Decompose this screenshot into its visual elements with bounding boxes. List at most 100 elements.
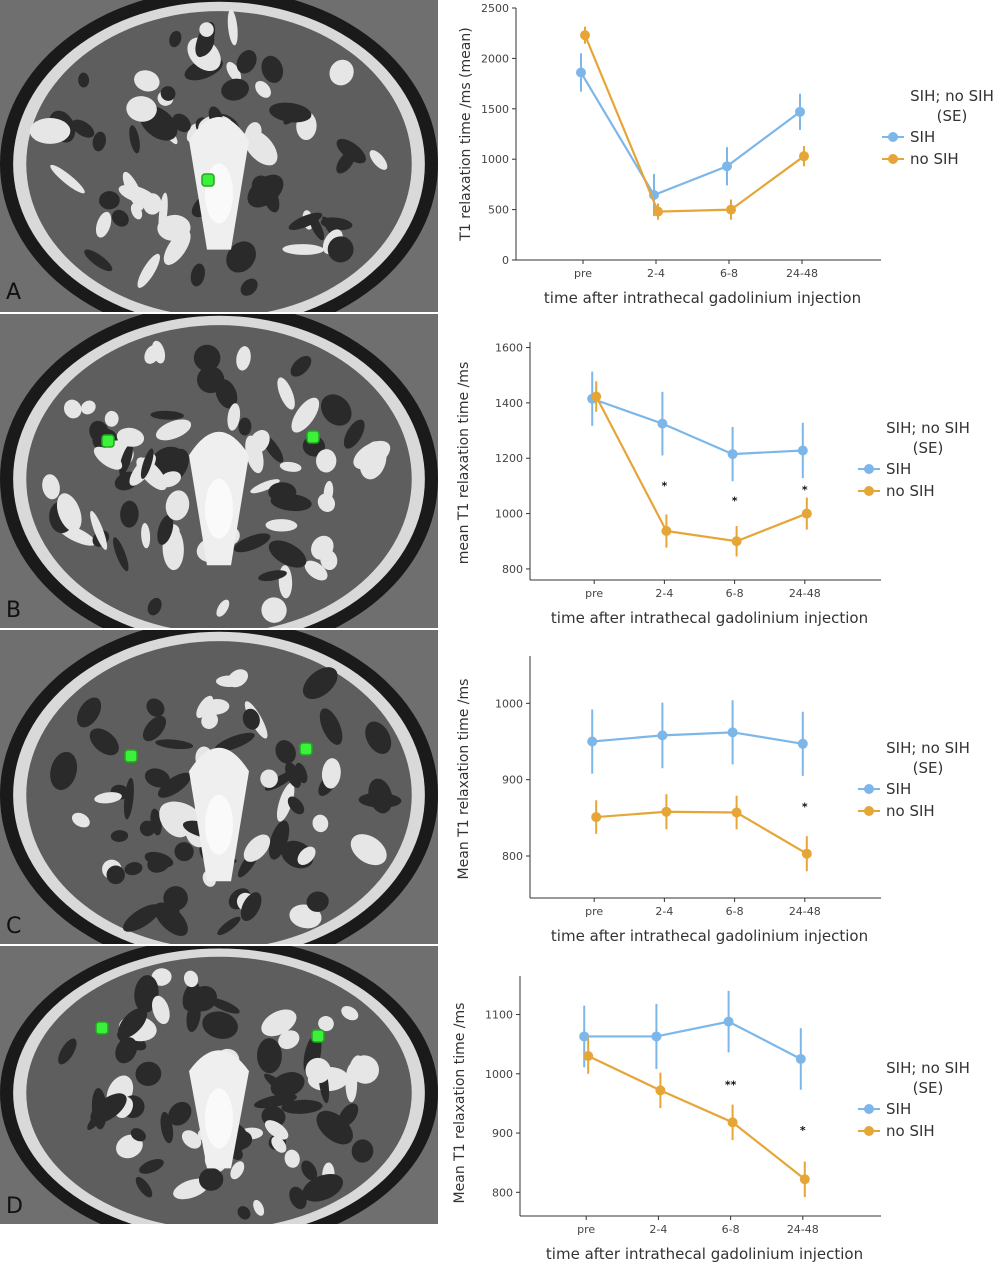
y-tick-label: 1000 (495, 697, 523, 710)
mri-gyrus (95, 211, 112, 238)
mri-gyrus (157, 772, 191, 798)
mri-gyrus (63, 399, 82, 419)
legend-item-no-sih: no SIH (882, 148, 994, 170)
mri-gyrus (155, 419, 192, 441)
data-point-no-sih (583, 1051, 594, 1061)
data-point-sih (579, 1031, 590, 1042)
legend-swatch-sih (882, 131, 904, 143)
y-tick-label: 1500 (481, 103, 509, 116)
mri-gyrus (137, 253, 160, 288)
mri-csf (205, 794, 233, 855)
legend-title: SIH; no SIH (910, 87, 994, 105)
x-axis-label: time after intrathecal gadolinium inject… (551, 927, 868, 945)
mri-gyrus (254, 1093, 297, 1109)
mri-gyrus (236, 346, 251, 371)
mri-gyrus (295, 762, 308, 784)
mri-gyrus (214, 732, 255, 752)
mri-gyrus (291, 397, 320, 433)
mri-gyrus (320, 394, 352, 426)
brain-mri-d (0, 946, 438, 1224)
data-point-sih (722, 161, 732, 172)
legend-item-no-sih: no SIH (858, 800, 994, 822)
y-tick-label: 800 (492, 1186, 513, 1199)
mri-gyrus (199, 22, 214, 37)
x-tick-label: 24-48 (789, 587, 821, 600)
mri-gyrus (304, 560, 328, 581)
mri-gyrus (110, 830, 129, 842)
mri-gyrus (130, 1128, 146, 1142)
legend-subtitle: (SE) (936, 107, 968, 125)
legend-label-sih: SIH (910, 128, 936, 146)
mri-gyrus (165, 490, 190, 521)
mri-gyrus (174, 842, 194, 862)
mri-gyrus (227, 403, 241, 431)
x-axis-label: time after intrathecal gadolinium inject… (551, 609, 868, 627)
y-tick-label: 500 (488, 204, 509, 217)
significance-marker: * (802, 484, 808, 497)
mri-gyrus (320, 217, 353, 231)
y-tick-label: 800 (502, 563, 523, 576)
mri-gyrus (202, 1011, 238, 1039)
mri-gyrus (124, 862, 143, 876)
mri-gyrus (240, 278, 258, 296)
mri-gyrus (261, 1009, 297, 1037)
x-tick-label: 24-48 (789, 905, 821, 918)
mri-gyrus (151, 968, 172, 986)
x-tick-label: 24-48 (786, 267, 818, 280)
chart-b: 800 1000 1200 1400 1600 pre 2-4 6-8 24-48 time af… (446, 314, 994, 634)
mri-gyrus (123, 904, 161, 932)
legend-swatch-sih (858, 463, 880, 475)
roi-marker (311, 1029, 325, 1043)
legend-label-sih: SIH (886, 780, 912, 798)
panel-letter-c: C (6, 914, 22, 939)
mri-gyrus (111, 209, 129, 227)
mri-gyrus (172, 113, 191, 133)
mri-gyrus (350, 834, 387, 866)
mri-gyrus (230, 1161, 245, 1180)
mri-gyrus (135, 1061, 162, 1086)
mri-gyrus (154, 902, 188, 936)
mri-gyrus (140, 448, 154, 479)
mri-gyrus (115, 1037, 138, 1064)
x-tick-label: 24-48 (787, 1223, 819, 1236)
data-point-sih (657, 418, 668, 429)
legend-c: SIH; no SIH (SE) SIH no SIH (858, 738, 994, 822)
data-point-no-sih (727, 1117, 738, 1128)
mri-gyrus (351, 1139, 374, 1163)
x-tick-label: 6-8 (720, 267, 738, 280)
mri-gyrus (261, 597, 287, 623)
mri-gyrus (318, 1016, 334, 1032)
legend-title: SIH; no SIH (886, 739, 970, 757)
mri-gyrus (365, 721, 392, 754)
mri-gyrus (297, 846, 316, 865)
legend-subtitle: (SE) (912, 439, 944, 457)
mri-gyrus (275, 740, 296, 764)
mri-gyrus (321, 758, 341, 789)
mri-gyrus (147, 853, 170, 873)
mri-gyrus (290, 355, 312, 377)
mri-gyrus (135, 1176, 153, 1198)
mri-gyrus (271, 1136, 287, 1153)
legend-item-no-sih: no SIH (858, 1120, 994, 1142)
data-point-no-sih (726, 204, 736, 215)
mri-gyrus (226, 61, 242, 82)
mri-gyrus (336, 150, 356, 174)
data-point-no-sih (591, 812, 602, 823)
legend-label-sih: SIH (886, 460, 912, 478)
legend-label-no-sih: no SIH (886, 482, 935, 500)
mri-gyrus (197, 366, 225, 394)
mri-gyrus (89, 728, 119, 756)
mri-gyrus (236, 50, 257, 74)
mri-gyrus (190, 986, 217, 1012)
series-line-no-sih (595, 396, 808, 543)
x-tick-label: pre (574, 267, 592, 280)
legend-subtitle: (SE) (912, 759, 944, 777)
mri-gyrus (264, 1120, 289, 1140)
mri-gyrus (163, 230, 191, 265)
legend-title: SIH; no SIH (886, 419, 970, 437)
chart-a-svg: 0 500 1000 1500 2000 2500 pre 2-4 6-8 24-48 time a… (458, 2, 881, 307)
mri-gyrus (169, 30, 182, 48)
y-tick-label: 2500 (481, 2, 509, 15)
y-tick-label: 1200 (495, 452, 523, 465)
y-tick-label: 800 (502, 850, 523, 863)
